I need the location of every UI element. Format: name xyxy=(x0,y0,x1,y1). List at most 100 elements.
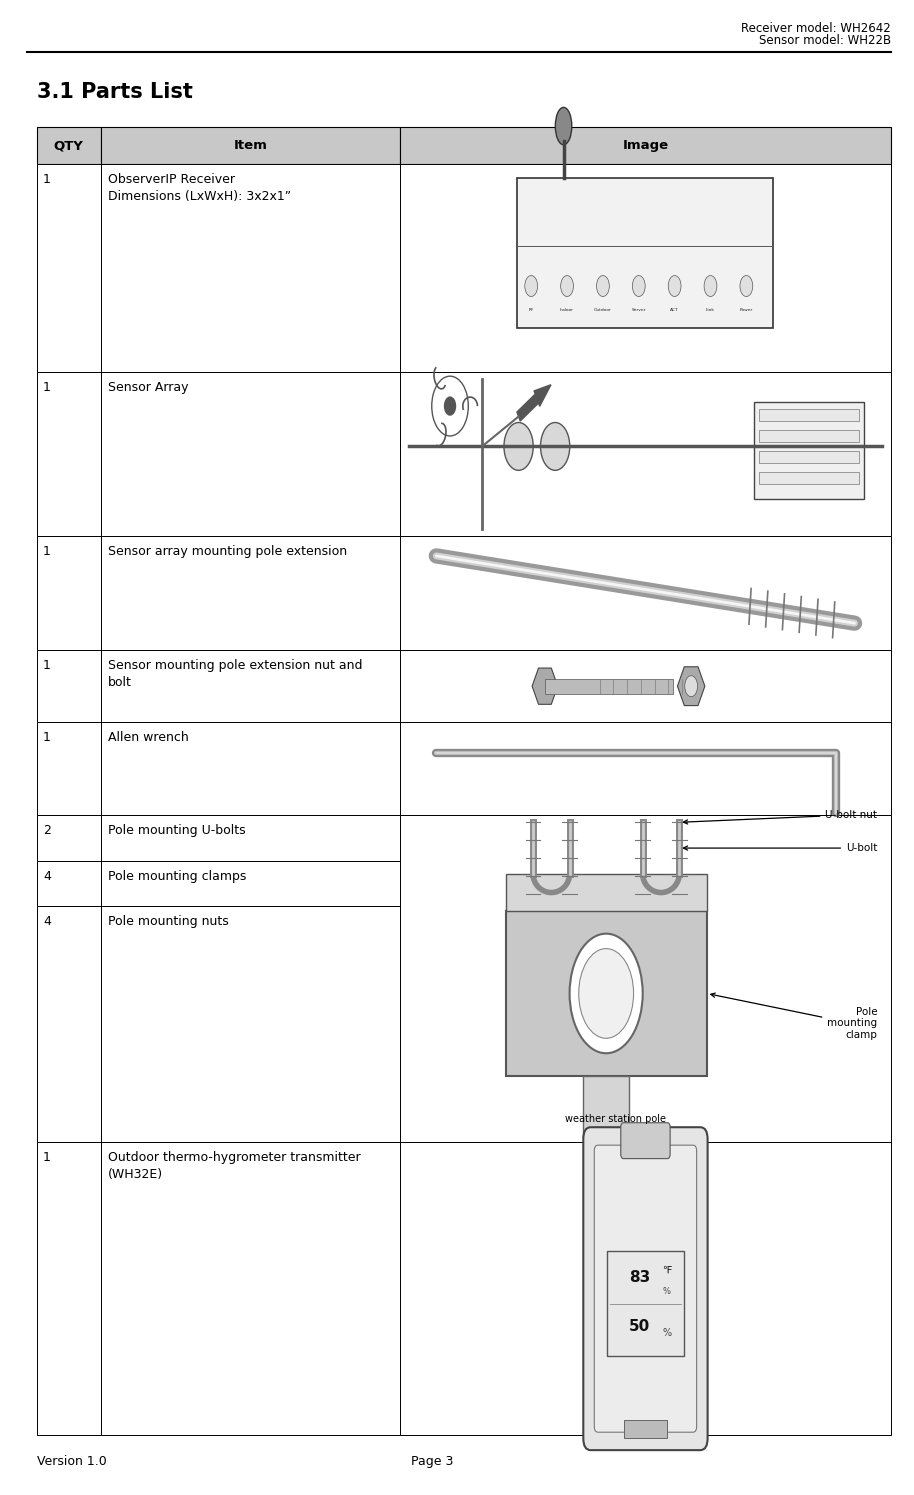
Bar xyxy=(101,127,399,164)
Text: weather station pole: weather station pole xyxy=(565,1114,665,1124)
Text: %: % xyxy=(663,1287,671,1296)
Text: Outdoor thermo-hygrometer transmitter
(WH32E): Outdoor thermo-hygrometer transmitter (W… xyxy=(108,1151,361,1181)
Text: Receiver model: WH2642: Receiver model: WH2642 xyxy=(741,22,891,36)
Bar xyxy=(101,815,399,861)
Text: Link: Link xyxy=(706,308,715,312)
Circle shape xyxy=(579,949,633,1039)
Text: Pole
mounting
clamp: Pole mounting clamp xyxy=(711,993,877,1041)
Bar xyxy=(37,861,101,906)
Text: Pole mounting clamps: Pole mounting clamps xyxy=(108,870,247,882)
Bar xyxy=(101,372,399,537)
Bar xyxy=(101,722,399,815)
Text: 4: 4 xyxy=(43,915,51,928)
Text: Image: Image xyxy=(622,139,668,152)
Text: 1: 1 xyxy=(43,731,51,745)
Bar xyxy=(37,815,101,861)
Bar xyxy=(101,906,399,1142)
Text: %: % xyxy=(663,1328,672,1338)
Bar xyxy=(623,1420,667,1438)
Bar xyxy=(37,1142,101,1435)
Circle shape xyxy=(597,275,610,296)
Bar xyxy=(505,912,707,1076)
Bar xyxy=(505,875,707,912)
Circle shape xyxy=(685,676,697,697)
Text: Power: Power xyxy=(739,308,753,312)
FancyBboxPatch shape xyxy=(621,1123,670,1159)
Text: Page 3: Page 3 xyxy=(411,1455,453,1468)
Text: Sensor model: WH22B: Sensor model: WH22B xyxy=(759,34,891,48)
Bar xyxy=(37,650,101,722)
Text: 50: 50 xyxy=(629,1319,650,1334)
Text: 1: 1 xyxy=(43,381,51,393)
Text: Sensor array mounting pole extension: Sensor array mounting pole extension xyxy=(108,546,347,558)
Text: Server: Server xyxy=(632,308,646,312)
Circle shape xyxy=(740,275,753,296)
Bar xyxy=(759,431,859,443)
Bar xyxy=(101,650,399,722)
Bar xyxy=(101,861,399,906)
Text: 83: 83 xyxy=(629,1269,650,1286)
Text: ACT: ACT xyxy=(670,308,679,312)
Text: Sensor mounting pole extension nut and
bolt: Sensor mounting pole extension nut and b… xyxy=(108,659,363,689)
Text: Pole mounting nuts: Pole mounting nuts xyxy=(108,915,228,928)
Text: Item: Item xyxy=(233,139,267,152)
Bar xyxy=(37,906,101,1142)
Bar xyxy=(37,722,101,815)
Text: 1: 1 xyxy=(43,173,51,187)
Bar xyxy=(37,127,101,164)
Circle shape xyxy=(704,275,717,296)
Bar xyxy=(37,372,101,537)
Text: ObserverIP Receiver
Dimensions (LxWxH): 3x2x1”: ObserverIP Receiver Dimensions (LxWxH): … xyxy=(108,173,291,203)
Circle shape xyxy=(632,275,645,296)
Bar xyxy=(399,164,891,372)
Circle shape xyxy=(504,423,533,471)
Bar xyxy=(101,1142,399,1435)
Bar xyxy=(399,815,891,1142)
Bar xyxy=(37,164,101,372)
Circle shape xyxy=(525,275,537,296)
Text: Outdoor: Outdoor xyxy=(594,308,611,312)
Bar xyxy=(399,650,891,722)
Bar xyxy=(545,679,673,694)
Text: Pole mounting U-bolts: Pole mounting U-bolts xyxy=(108,824,246,837)
Bar xyxy=(517,178,773,327)
Text: 1: 1 xyxy=(43,659,51,673)
FancyBboxPatch shape xyxy=(583,1127,707,1450)
FancyBboxPatch shape xyxy=(594,1145,696,1432)
Text: Version 1.0: Version 1.0 xyxy=(37,1455,106,1468)
Circle shape xyxy=(560,275,573,296)
Bar xyxy=(399,537,891,650)
Text: 3.1 Parts List: 3.1 Parts List xyxy=(37,82,193,102)
Bar xyxy=(101,164,399,372)
Bar xyxy=(759,451,859,463)
FancyArrow shape xyxy=(517,384,551,422)
Text: U-bolt: U-bolt xyxy=(684,843,877,854)
Circle shape xyxy=(569,934,643,1054)
Bar xyxy=(399,372,891,537)
Text: Allen wrench: Allen wrench xyxy=(108,731,188,745)
Bar xyxy=(101,537,399,650)
Text: QTY: QTY xyxy=(54,139,83,152)
Bar xyxy=(607,1251,684,1356)
Bar xyxy=(399,127,891,164)
Text: RF: RF xyxy=(528,308,534,312)
Text: 1: 1 xyxy=(43,1151,51,1165)
Text: Sensor Array: Sensor Array xyxy=(108,381,188,393)
Circle shape xyxy=(668,275,681,296)
Bar xyxy=(583,1076,629,1138)
Ellipse shape xyxy=(556,108,572,145)
Text: 1: 1 xyxy=(43,546,51,558)
Bar xyxy=(399,722,891,815)
Circle shape xyxy=(444,398,455,416)
Bar xyxy=(399,1142,891,1435)
Bar xyxy=(759,472,859,484)
Text: Indoor: Indoor xyxy=(560,308,574,312)
Bar xyxy=(37,537,101,650)
Circle shape xyxy=(540,423,569,471)
Text: U-bolt nut: U-bolt nut xyxy=(684,810,877,824)
Text: 2: 2 xyxy=(43,824,51,837)
Bar xyxy=(754,402,864,499)
Bar xyxy=(759,410,859,422)
Text: ℉: ℉ xyxy=(663,1265,672,1275)
Text: 4: 4 xyxy=(43,870,51,882)
